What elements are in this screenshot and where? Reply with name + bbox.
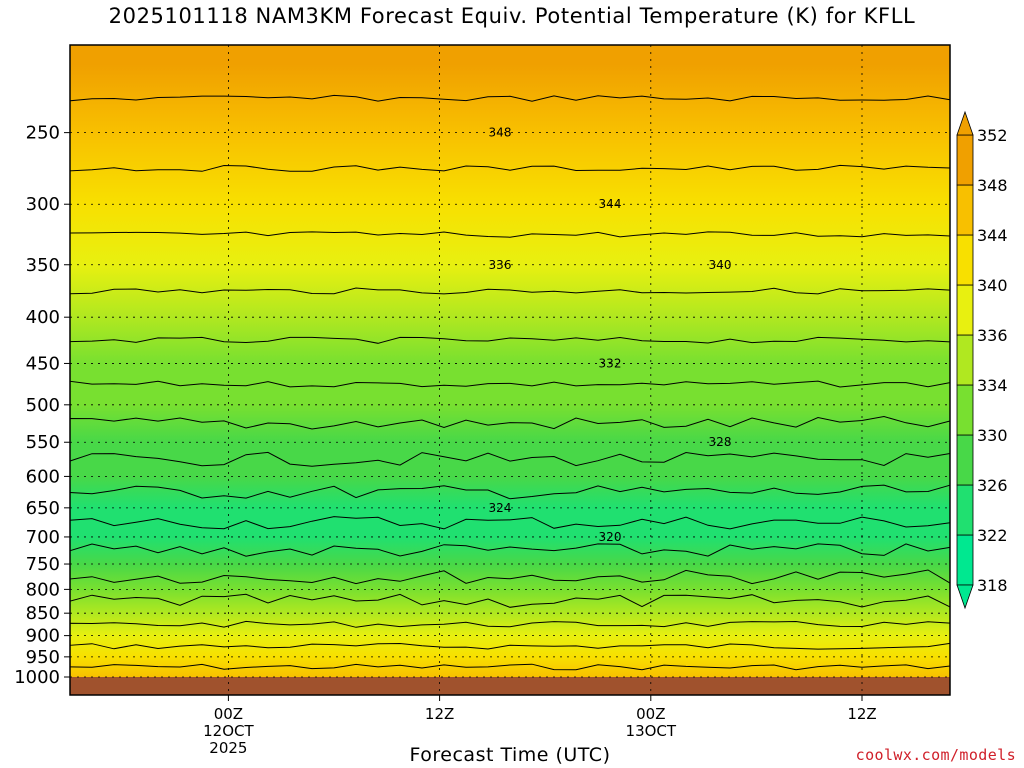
contour-line	[69, 287, 951, 295]
colorbar-swatch	[956, 434, 974, 486]
y-tick-label: 800	[26, 579, 60, 600]
y-tick-label: 750	[26, 554, 60, 575]
chart-title: 2025101118 NAM3KM Forecast Equiv. Potent…	[108, 4, 916, 28]
y-axis: 2503003504004505005506006507007508008509…	[14, 123, 70, 688]
plot-area	[69, 44, 951, 696]
contour-labels: 348 344 340 336 332 328 324 320	[489, 126, 732, 544]
contour-line	[69, 663, 951, 671]
contour-line	[69, 593, 951, 608]
contour-label: 328	[709, 435, 732, 449]
x-axis-label: Forecast Time (UTC)	[409, 744, 611, 766]
colorbar-label: 340	[977, 276, 1008, 295]
contour-line	[69, 620, 951, 628]
contour-label: 336	[489, 258, 512, 272]
y-tick-label: 900	[26, 626, 60, 647]
colorbar-label: 348	[977, 176, 1008, 195]
y-tick-label: 650	[26, 498, 60, 519]
colorbar-label: 318	[977, 576, 1008, 595]
contour-label: 320	[599, 530, 622, 544]
colorbar-label: 352	[977, 126, 1008, 145]
x-tick-label: 00Z	[214, 705, 243, 723]
colorbar-swatch	[956, 234, 974, 286]
x-tick-label: 13OCT	[626, 722, 677, 740]
colorbar-swatch	[956, 484, 974, 536]
contour-line	[69, 415, 951, 430]
y-tick-label: 400	[26, 307, 60, 328]
y-tick-label: 850	[26, 603, 60, 624]
contour-line	[69, 642, 951, 650]
x-tick-label: 2025	[209, 739, 247, 757]
colorbar-label: 330	[977, 426, 1008, 445]
colorbar-swatch	[956, 134, 974, 186]
theta-e-field	[70, 45, 950, 677]
colorbar-label: 336	[977, 326, 1008, 345]
colorbar-label: 326	[977, 476, 1008, 495]
contour-line	[69, 94, 951, 102]
contour-line	[69, 484, 951, 500]
colorbar: 318 322 326 330 334 336 340 344 348 352	[956, 110, 1008, 610]
x-tick-label: 12OCT	[203, 722, 254, 740]
colorbar-label: 322	[977, 526, 1008, 545]
colorbar-bottom-arrow	[956, 584, 974, 610]
y-tick-label: 250	[26, 123, 60, 144]
colorbar-swatch	[956, 184, 974, 236]
contour-label: 344	[599, 197, 622, 211]
x-tick-label: 00Z	[636, 705, 665, 723]
contour-line	[69, 569, 951, 585]
y-tick-label: 450	[26, 353, 60, 374]
y-tick-label: 700	[26, 527, 60, 548]
y-tick-label: 600	[26, 466, 60, 487]
contour-lines	[69, 94, 951, 671]
contour-label: 348	[489, 126, 512, 140]
colorbar-swatch	[956, 284, 974, 336]
contour-label: 332	[599, 356, 622, 370]
y-tick-label: 950	[26, 647, 60, 668]
contour-label: 324	[489, 501, 512, 515]
y-tick-label: 550	[26, 432, 60, 453]
plot-frame	[69, 44, 951, 696]
colorbar-top-arrow	[956, 110, 974, 136]
contour-line	[69, 164, 951, 172]
contour-line	[69, 451, 951, 467]
colorbar-label: 344	[977, 226, 1008, 245]
colorbar-swatch	[956, 334, 974, 386]
credit-text: coolwx.com/models	[855, 746, 1016, 764]
contour-label: 340	[709, 258, 732, 272]
x-tick-label: 12Z	[425, 705, 454, 723]
contour-line	[69, 543, 951, 557]
ground-surface	[70, 677, 950, 695]
colorbar-swatch	[956, 534, 974, 586]
colorbar-swatch	[956, 384, 974, 436]
x-tick-label: 12Z	[847, 705, 876, 723]
contour-line	[69, 336, 951, 344]
contour-line	[69, 516, 951, 530]
y-tick-label: 1000	[14, 667, 60, 688]
y-tick-label: 300	[26, 194, 60, 215]
y-tick-label: 350	[26, 255, 60, 276]
contour-line	[69, 231, 951, 238]
contour-line	[69, 380, 951, 388]
y-tick-label: 500	[26, 395, 60, 416]
colorbar-label: 334	[977, 376, 1008, 395]
